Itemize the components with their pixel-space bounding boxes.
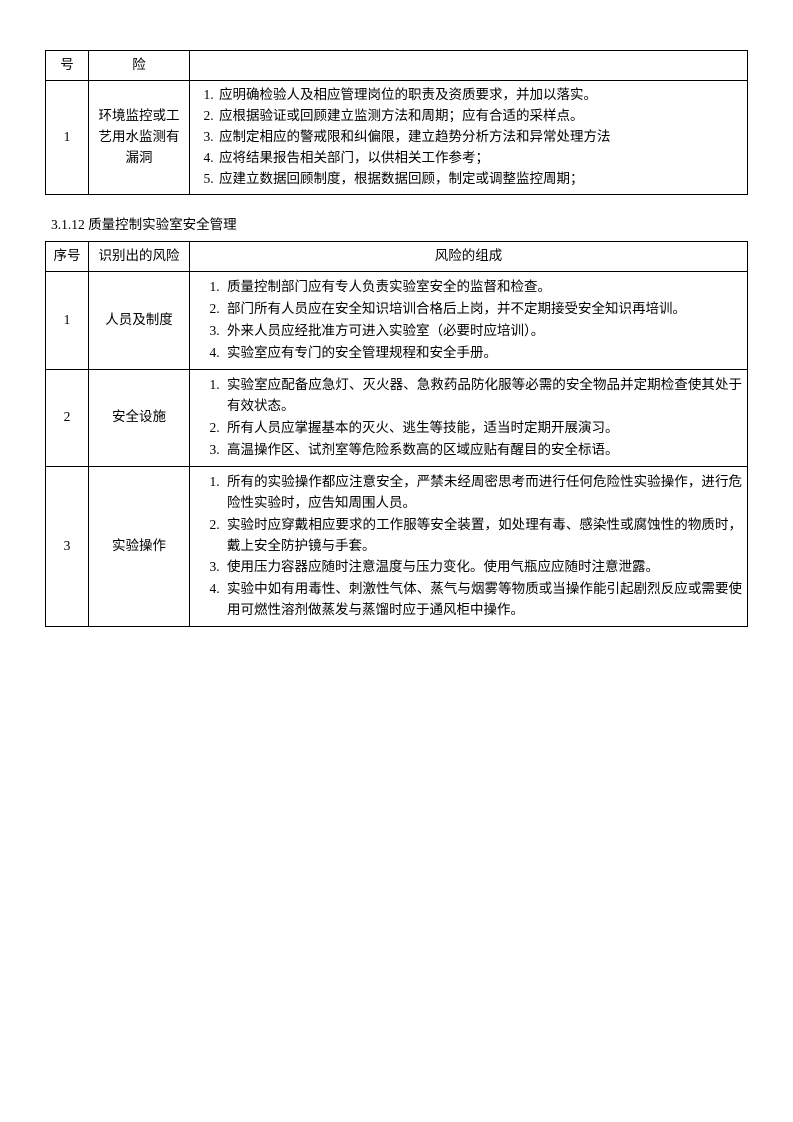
table-row: 2 安全设施 实验室应配备应急灯、灭火器、急救药品防化服等必需的安全物品并定期检… bbox=[46, 370, 748, 467]
cell-seq: 2 bbox=[46, 370, 89, 467]
header-risk: 识别出的风险 bbox=[89, 242, 190, 272]
cell-comp: 质量控制部门应有专人负责实验室安全的监督和检查。 部门所有人员应在安全知识培训合… bbox=[190, 272, 748, 370]
list-item: 应建立数据回顾制度，根据数据回顾，制定或调整监控周期； bbox=[217, 169, 742, 190]
cell-risk: 实验操作 bbox=[89, 466, 190, 626]
list-item: 实验室应有专门的安全管理规程和安全手册。 bbox=[223, 343, 742, 364]
table-2: 序号 识别出的风险 风险的组成 1 人员及制度 质量控制部门应有专人负责实验室安… bbox=[45, 241, 748, 627]
header-seq: 号 bbox=[46, 51, 89, 81]
list-item: 实验时应穿戴相应要求的工作服等安全装置，如处理有毒、感染性或腐蚀性的物质时，戴上… bbox=[223, 515, 742, 557]
list-item: 实验中如有用毒性、刺激性气体、蒸气与烟雾等物质或当操作能引起剧烈反应或需要使用可… bbox=[223, 579, 742, 621]
cell-seq: 1 bbox=[46, 80, 89, 194]
list-item: 应将结果报告相关部门，以供相关工作参考； bbox=[217, 148, 742, 169]
table-row: 1 环境监控或工艺用水监测有漏洞 应明确检验人及相应管理岗位的职责及资质要求，并… bbox=[46, 80, 748, 194]
header-risk: 险 bbox=[89, 51, 190, 81]
cell-seq: 1 bbox=[46, 272, 89, 370]
list-item: 应制定相应的警戒限和纠偏限，建立趋势分析方法和异常处理方法 bbox=[217, 127, 742, 148]
table-row: 3 实验操作 所有的实验操作都应注意安全，严禁未经周密思考而进行任何危险性实验操… bbox=[46, 466, 748, 626]
table-row: 号 险 bbox=[46, 51, 748, 81]
table-row: 1 人员及制度 质量控制部门应有专人负责实验室安全的监督和检查。 部门所有人员应… bbox=[46, 272, 748, 370]
cell-seq: 3 bbox=[46, 466, 89, 626]
cell-comp: 所有的实验操作都应注意安全，严禁未经周密思考而进行任何危险性实验操作，进行危险性… bbox=[190, 466, 748, 626]
list-item: 所有的实验操作都应注意安全，严禁未经周密思考而进行任何危险性实验操作，进行危险性… bbox=[223, 472, 742, 514]
cell-risk: 安全设施 bbox=[89, 370, 190, 467]
header-comp: 风险的组成 bbox=[190, 242, 748, 272]
header-comp bbox=[190, 51, 748, 81]
section-title: 3.1.12 质量控制实验室安全管理 bbox=[51, 215, 748, 236]
list-item: 实验室应配备应急灯、灭火器、急救药品防化服等必需的安全物品并定期检查使其处于有效… bbox=[223, 375, 742, 417]
list-item: 质量控制部门应有专人负责实验室安全的监督和检查。 bbox=[223, 277, 742, 298]
header-seq: 序号 bbox=[46, 242, 89, 272]
table-row: 序号 识别出的风险 风险的组成 bbox=[46, 242, 748, 272]
cell-comp: 应明确检验人及相应管理岗位的职责及资质要求，并加以落实。 应根据验证或回顾建立监… bbox=[190, 80, 748, 194]
list-item: 所有人员应掌握基本的灭火、逃生等技能，适当时定期开展演习。 bbox=[223, 418, 742, 439]
list-item: 应明确检验人及相应管理岗位的职责及资质要求，并加以落实。 bbox=[217, 85, 742, 106]
list-item: 使用压力容器应随时注意温度与压力变化。使用气瓶应应随时注意泄露。 bbox=[223, 557, 742, 578]
cell-comp: 实验室应配备应急灯、灭火器、急救药品防化服等必需的安全物品并定期检查使其处于有效… bbox=[190, 370, 748, 467]
list-item: 高温操作区、试剂室等危险系数高的区域应贴有醒目的安全标语。 bbox=[223, 440, 742, 461]
list-item: 外来人员应经批准方可进入实验室（必要时应培训）。 bbox=[223, 321, 742, 342]
list-item: 应根据验证或回顾建立监测方法和周期；应有合适的采样点。 bbox=[217, 106, 742, 127]
table-1: 号 险 1 环境监控或工艺用水监测有漏洞 应明确检验人及相应管理岗位的职责及资质… bbox=[45, 50, 748, 195]
list-item: 部门所有人员应在安全知识培训合格后上岗，并不定期接受安全知识再培训。 bbox=[223, 299, 742, 320]
cell-risk: 人员及制度 bbox=[89, 272, 190, 370]
cell-risk: 环境监控或工艺用水监测有漏洞 bbox=[89, 80, 190, 194]
